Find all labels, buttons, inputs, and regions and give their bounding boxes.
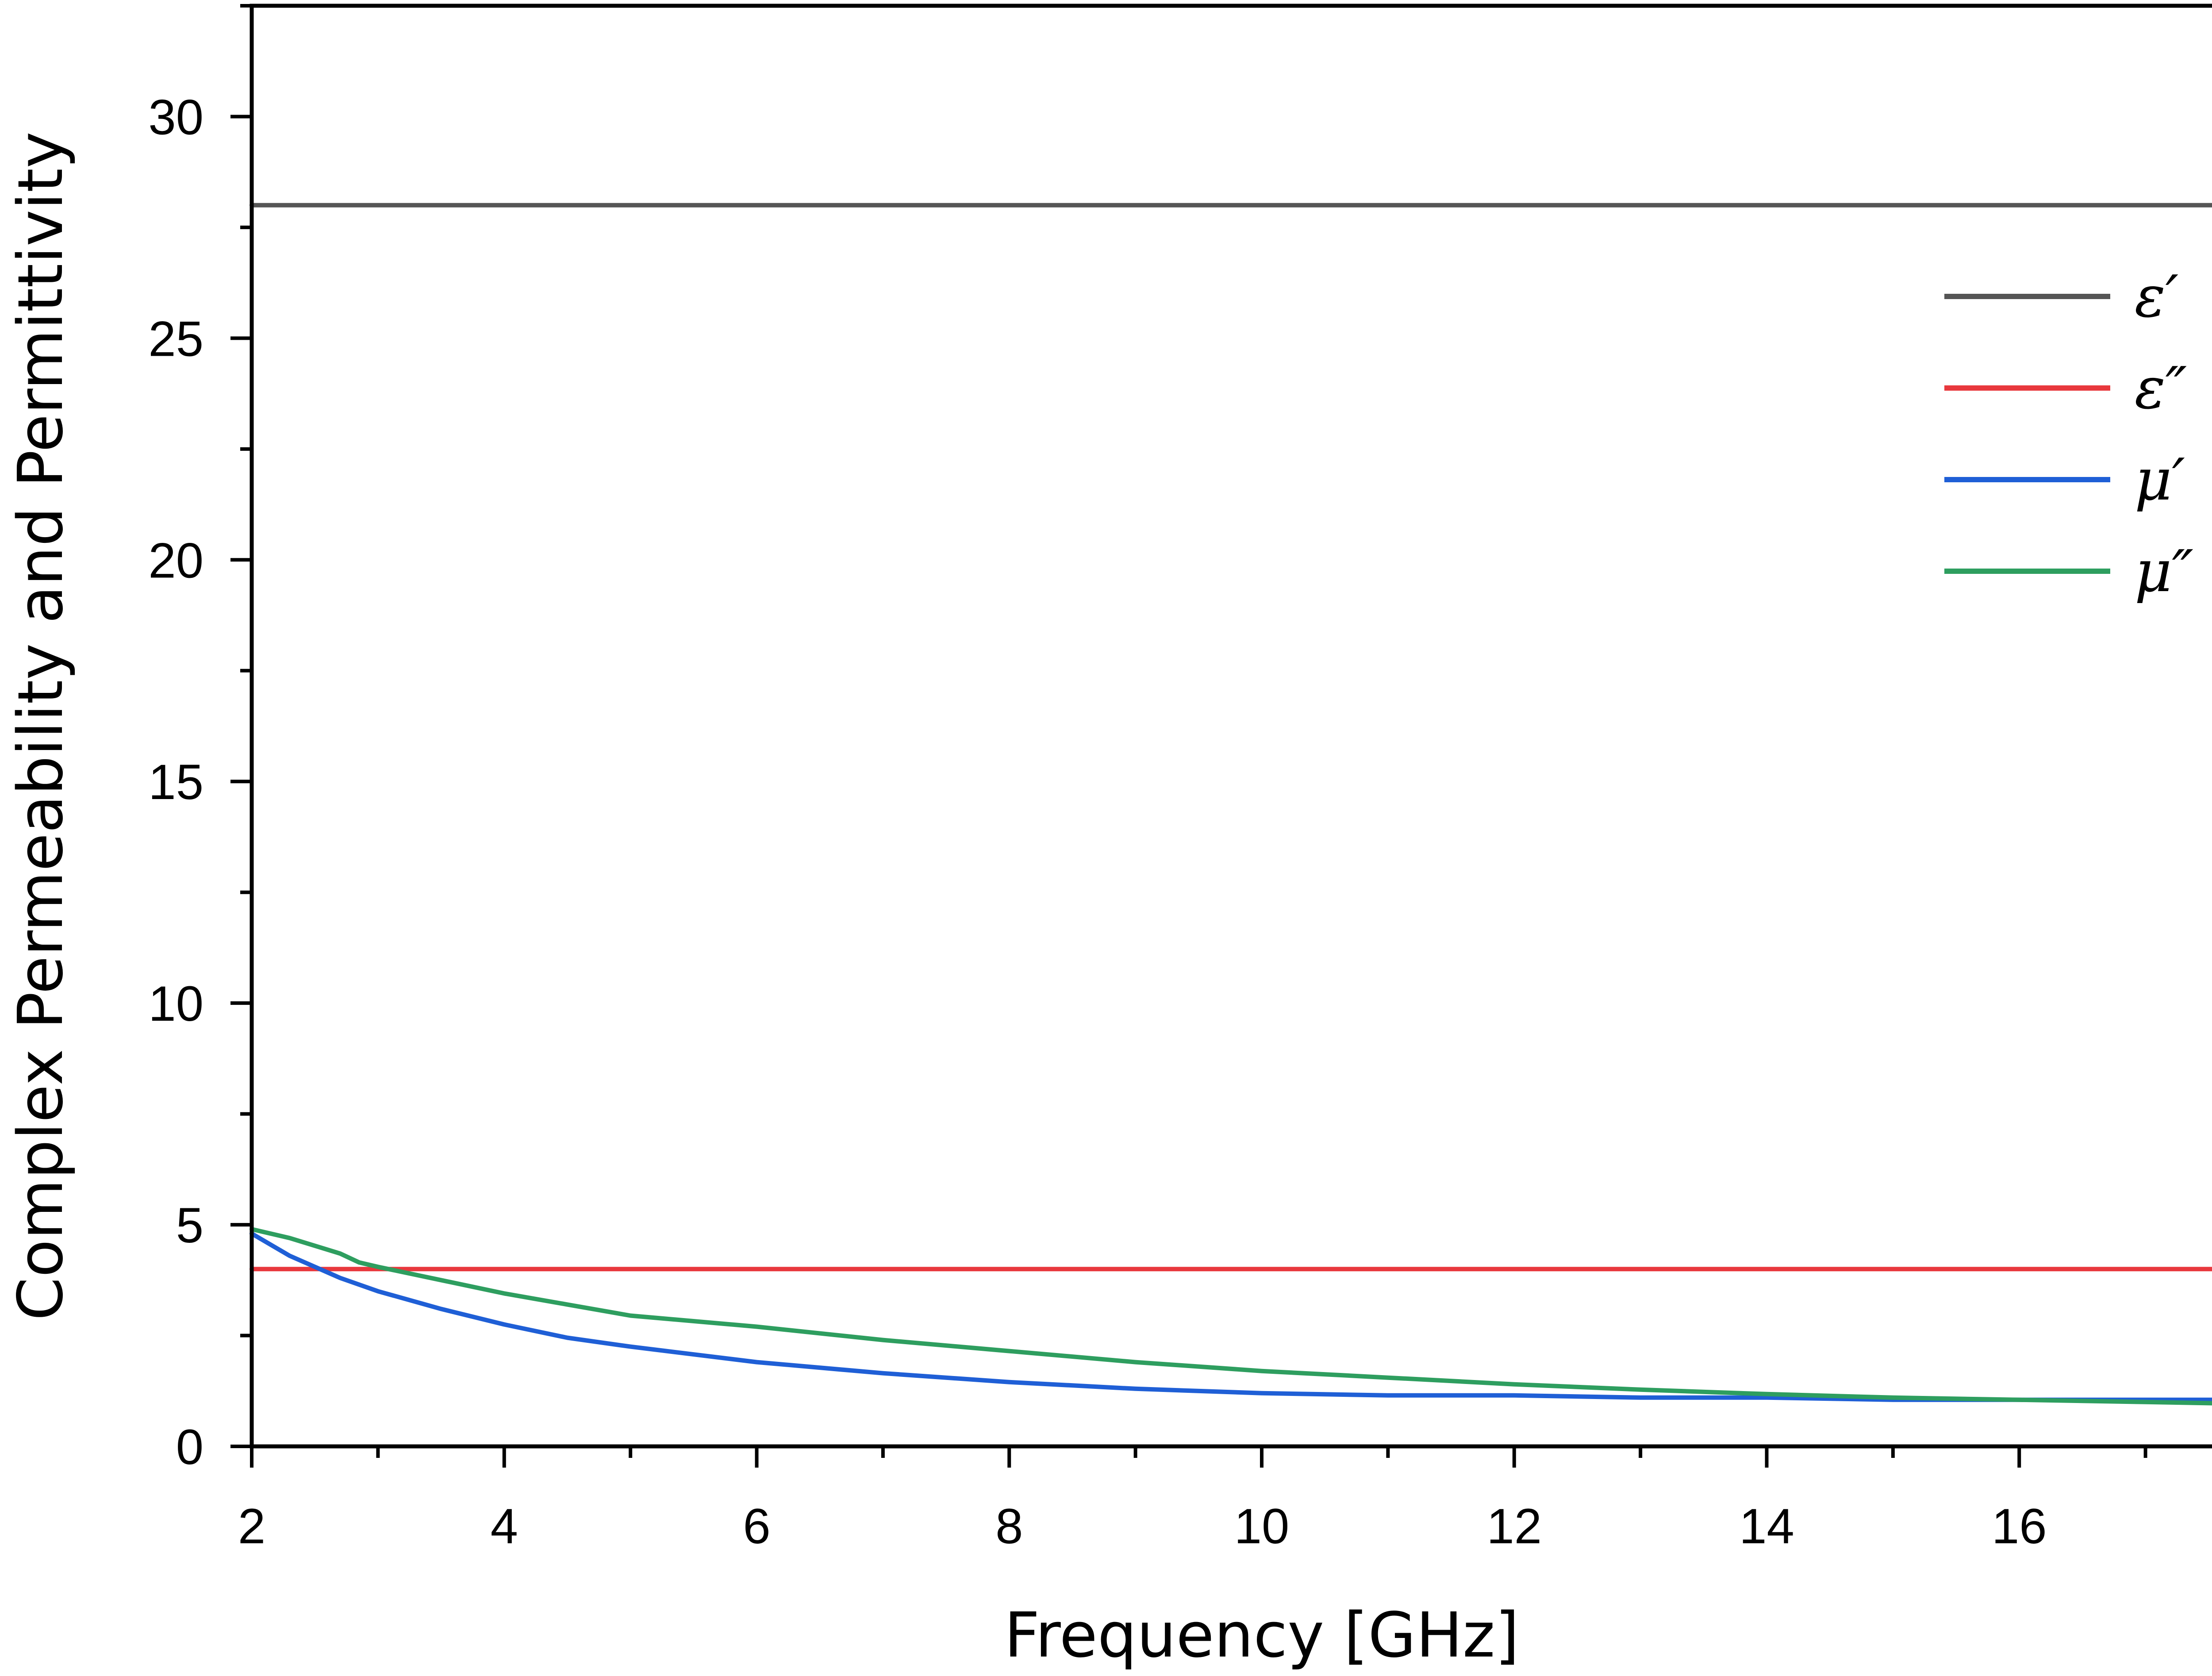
x-tick-label: 6: [743, 1499, 770, 1554]
x-tick-label: 12: [1486, 1499, 1542, 1554]
y-tick-label: 5: [176, 1198, 204, 1253]
x-tick-label: 2: [238, 1499, 265, 1554]
x-tick-label: 14: [1739, 1499, 1794, 1554]
y-tick-label: 0: [176, 1419, 204, 1475]
x-tick-label: 4: [491, 1499, 518, 1554]
y-axis-title: Complex Permeability and Permittivity: [5, 131, 77, 1320]
series-line-3: [250, 1231, 2212, 1402]
y-tick-label: 20: [148, 533, 204, 588]
plot-frame: [250, 4, 2212, 1449]
y-tick-label: 25: [148, 311, 204, 366]
x-tick-label: 16: [1992, 1499, 2047, 1554]
series-line-4: [250, 1227, 2212, 1406]
x-tick-label: 8: [995, 1499, 1023, 1554]
legend-label-4: μ″: [2135, 538, 2193, 605]
series-lines: [250, 203, 2212, 1406]
legend-label-2: ε″: [2135, 354, 2187, 422]
legend-label-1: ε′: [2135, 263, 2178, 330]
legend: ε′ ε″ μ′ μ″: [1944, 263, 2193, 605]
x-tick-label: 10: [1234, 1499, 1290, 1554]
tick-labels: 24681012141618051015202530: [148, 89, 2047, 1554]
x-axis-title: Frequency [GHz]: [1004, 1599, 1519, 1672]
y-tick-label: 15: [148, 754, 204, 810]
y-tick-label: 30: [148, 89, 204, 145]
y-tick-label: 10: [148, 976, 204, 1031]
legend-label-3: μ′: [2135, 446, 2185, 513]
